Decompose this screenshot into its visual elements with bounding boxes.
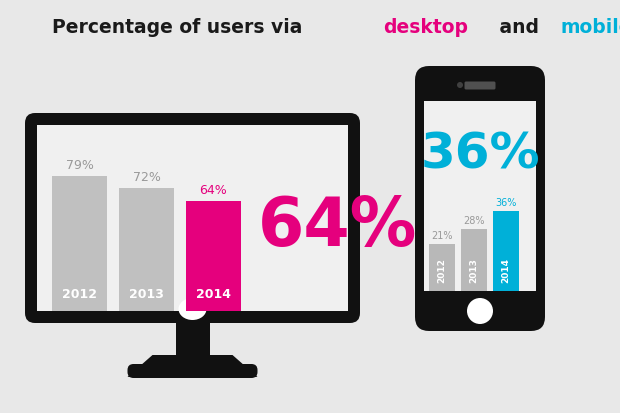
Text: 79%: 79% [66,159,94,172]
Bar [52,176,107,311]
Text: mobile: mobile [561,18,620,37]
Bar [119,188,174,311]
Text: 2012: 2012 [438,258,446,283]
Text: 2014: 2014 [196,288,231,301]
FancyBboxPatch shape [464,81,495,90]
FancyBboxPatch shape [415,66,545,331]
Bar [429,244,455,291]
Bar [461,229,487,291]
Bar [37,125,348,311]
Text: 36%: 36% [420,130,540,178]
Bar [424,101,536,291]
Ellipse shape [467,298,493,324]
Bar [186,202,241,311]
Ellipse shape [179,298,206,320]
Text: 2013: 2013 [129,288,164,301]
Bar [493,211,519,291]
Text: Percentage of users via: Percentage of users via [52,18,309,37]
Text: 72%: 72% [133,171,161,184]
Text: 2013: 2013 [469,258,479,283]
FancyBboxPatch shape [128,364,257,378]
Text: desktop: desktop [383,18,469,37]
FancyBboxPatch shape [25,113,360,323]
Polygon shape [128,355,257,377]
Text: 2012: 2012 [62,288,97,301]
Text: 36%: 36% [495,198,516,208]
Text: 64%: 64% [258,194,417,260]
Ellipse shape [457,82,463,88]
Text: 28%: 28% [463,216,485,226]
Bar [175,323,210,355]
Text: 64%: 64% [200,185,228,197]
Text: and: and [493,18,546,37]
Text: 21%: 21% [432,231,453,242]
Text: 2014: 2014 [502,258,510,283]
